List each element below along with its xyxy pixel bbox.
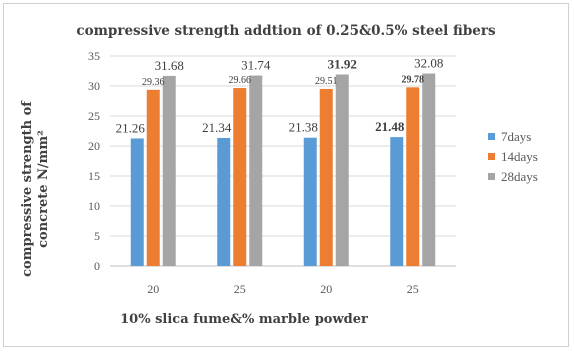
legend-label-28days: 28days bbox=[501, 169, 538, 184]
y-tick-label: 15 bbox=[88, 169, 100, 183]
x-tick-label: 25 bbox=[234, 282, 246, 296]
legend-label-7days: 7days bbox=[501, 129, 531, 144]
data-labels: 21.26 29.36 31.68 21.34 29.66 31.74 21.38 29.51… bbox=[116, 56, 444, 136]
bar-14days-3 bbox=[319, 88, 333, 266]
y-tick-label: 5 bbox=[94, 229, 100, 243]
data-label: 29.78 bbox=[402, 74, 425, 85]
y-axis-title-line2: concrete N/mm² bbox=[36, 130, 51, 248]
chart-container: compressive strength addtion of 0.25&0.5… bbox=[3, 3, 569, 347]
legend-swatch-14days bbox=[488, 153, 495, 160]
y-tick-label: 25 bbox=[88, 109, 100, 123]
data-label: 21.48 bbox=[375, 119, 405, 134]
bar-7days-2 bbox=[217, 137, 231, 266]
data-label: 29.36 bbox=[142, 77, 165, 88]
bars bbox=[130, 73, 436, 267]
data-label: 31.74 bbox=[241, 58, 271, 73]
legend-swatch-7days bbox=[488, 133, 495, 140]
legend-swatch-28days bbox=[488, 173, 495, 180]
x-tick-label: 20 bbox=[147, 282, 159, 296]
bar-14days-1 bbox=[146, 89, 160, 266]
data-label: 31.92 bbox=[328, 56, 357, 71]
bar-28days-3 bbox=[335, 74, 349, 266]
bar-14days-2 bbox=[233, 88, 247, 266]
bar-7days-3 bbox=[303, 137, 317, 266]
data-label: 21.26 bbox=[116, 120, 146, 135]
legend: 7days 14days 28days bbox=[488, 129, 538, 184]
bar-14days-4 bbox=[406, 87, 420, 266]
data-label: 32.08 bbox=[414, 56, 443, 71]
data-label: 29.51 bbox=[315, 76, 338, 87]
data-label: 29.66 bbox=[229, 75, 252, 86]
y-tick-label: 0 bbox=[94, 259, 100, 273]
bar-28days-4 bbox=[422, 73, 436, 267]
bar-28days-1 bbox=[162, 75, 176, 266]
x-axis-ticks: 20 25 20 25 bbox=[147, 282, 419, 296]
y-axis-ticks: 0 5 10 15 20 25 30 35 bbox=[88, 49, 100, 273]
bar-7days-1 bbox=[130, 138, 144, 266]
bar-28days-2 bbox=[249, 75, 263, 266]
y-tick-label: 30 bbox=[88, 79, 100, 93]
y-tick-label: 10 bbox=[88, 199, 100, 213]
chart-title: compressive strength addtion of 0.25&0.5… bbox=[76, 23, 496, 39]
y-tick-label: 35 bbox=[88, 49, 100, 63]
legend-label-14days: 14days bbox=[501, 149, 538, 164]
bar-7days-4 bbox=[390, 137, 404, 266]
x-tick-label: 25 bbox=[407, 282, 419, 296]
x-axis-title: 10% slica fume&% marble powder bbox=[120, 312, 368, 327]
bar-chart: compressive strength addtion of 0.25&0.5… bbox=[20, 23, 538, 327]
y-axis-title: compressive strength of concrete N/mm² bbox=[20, 100, 51, 277]
y-tick-label: 20 bbox=[88, 139, 100, 153]
data-label: 21.38 bbox=[289, 120, 318, 135]
x-tick-label: 20 bbox=[320, 282, 332, 296]
y-axis-title-line1: compressive strength of bbox=[20, 100, 35, 277]
data-label: 21.34 bbox=[202, 120, 232, 135]
data-label: 31.68 bbox=[155, 58, 184, 73]
